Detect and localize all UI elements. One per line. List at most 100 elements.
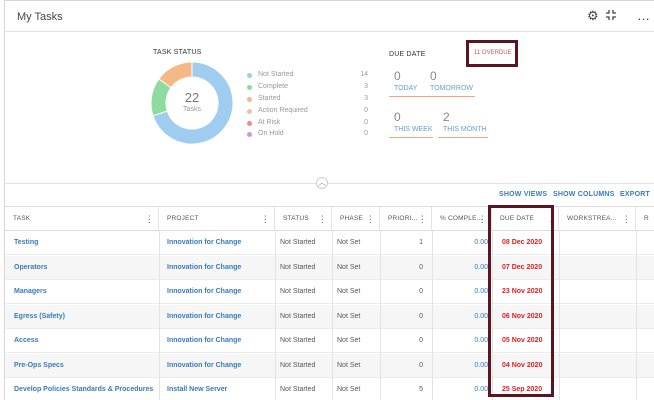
legend-label: At Risk — [258, 119, 281, 126]
priority-cell: 0 — [419, 288, 423, 295]
legend-dot — [247, 73, 252, 78]
col-status-label: STATUS — [283, 215, 309, 222]
project-link[interactable]: Innovation for Change — [167, 239, 242, 246]
status-cell: Not Started — [280, 312, 316, 320]
table-row[interactable]: Operators Innovation for Change Not Starte… — [5, 255, 654, 280]
legend-label: On Hold — [258, 130, 284, 137]
phase-cell: Not Set — [337, 288, 361, 295]
table-row[interactable]: Managers Innovation for Change Not Started… — [5, 280, 654, 304]
export-link[interactable]: EXPORT — [620, 191, 650, 198]
task-link[interactable]: Pre-Ops Specs — [14, 361, 64, 369]
frame-border — [4, 0, 5, 400]
task-link[interactable]: Operators — [14, 263, 48, 271]
due-today-value: 0 — [394, 69, 401, 83]
overdue-badge[interactable]: 11 OVERDUE — [474, 50, 512, 56]
col-phase[interactable]: PHASE ⋮ — [332, 207, 380, 231]
project-link[interactable]: Innovation for Change — [167, 361, 242, 369]
project-link[interactable]: Innovation for Change — [167, 337, 242, 344]
legend-item: Action Required 0 — [247, 107, 372, 117]
col-complete-label: % COMPLE... — [440, 215, 483, 222]
due-this-month-box[interactable]: 2 THIS MONTH — [438, 110, 488, 138]
column-menu-icon[interactable]: ⋮ — [621, 214, 631, 224]
project-link[interactable]: Innovation for Change — [167, 312, 242, 320]
task-link[interactable]: Develop Policies Standards & Procedures — [14, 386, 154, 393]
due-tomorrow-value: 0 — [430, 69, 437, 83]
column-menu-icon[interactable]: ⋮ — [417, 214, 427, 224]
task-status-label: TASK STATUS — [153, 49, 202, 56]
legend-count: 0 — [364, 119, 368, 126]
summary-divider — [5, 183, 654, 184]
priority-cell: 0 — [419, 312, 423, 320]
task-link[interactable]: Managers — [14, 288, 47, 295]
col-priority[interactable]: PRIORI... ⋮ — [380, 207, 432, 231]
collapse-summary-button[interactable]: ︿ — [316, 177, 328, 189]
more-dots-icon[interactable]: … — [637, 8, 650, 23]
col-status[interactable]: STATUS ⋮ — [275, 207, 332, 231]
table-header: TASK ⋮ PROJECT ⋮ STATUS ⋮ PHASE ⋮ PRIORI... ⋮… — [5, 206, 654, 231]
col-complete[interactable]: % COMPLE... ⋮ — [432, 207, 492, 231]
col-r[interactable]: R — [636, 207, 654, 231]
legend-item: Not Started 14 — [247, 71, 372, 81]
project-link[interactable]: Install New Server — [167, 386, 228, 393]
col-workstream[interactable]: WORKSTREA... ⋮ — [559, 207, 636, 231]
task-link[interactable]: Testing — [14, 239, 39, 246]
legend-count: 0 — [364, 107, 368, 114]
col-divider — [636, 231, 637, 400]
collapse-arrows-icon[interactable] — [605, 9, 617, 24]
table-row[interactable]: Pre-Ops Specs Innovation for Change Not St… — [5, 353, 654, 378]
col-task[interactable]: TASK ⋮ — [5, 207, 159, 231]
priority-cell: 0 — [419, 361, 423, 369]
table-row[interactable]: Egress (Safety) Innovation for Change Not … — [5, 304, 654, 329]
legend-count: 3 — [364, 83, 368, 90]
column-menu-icon[interactable]: ⋮ — [144, 214, 154, 224]
column-menu-icon[interactable]: ⋮ — [260, 214, 270, 224]
due-date-highlight-frame — [488, 205, 554, 397]
legend-label: Complete — [258, 83, 288, 90]
legend-count: 3 — [364, 95, 368, 102]
due-this-month-label: THIS MONTH — [443, 126, 487, 133]
task-link[interactable]: Egress (Safety) — [14, 312, 65, 320]
column-menu-icon[interactable]: ⋮ — [365, 214, 375, 224]
percent-complete-cell: 0.00 — [474, 312, 488, 320]
overdue-highlight-frame — [466, 40, 518, 67]
project-link[interactable]: Innovation for Change — [167, 288, 242, 295]
table-row[interactable]: Testing Innovation for Change Not Started N… — [5, 231, 654, 255]
due-tomorrow-box[interactable]: 0 TOMORROW — [425, 69, 475, 97]
percent-complete-cell: 0.00 — [474, 263, 488, 271]
task-status-donut — [150, 61, 234, 145]
legend-count: 14 — [360, 71, 368, 78]
donut-slice — [158, 61, 193, 89]
status-cell: Not Started — [280, 288, 316, 295]
col-project[interactable]: PROJECT ⋮ — [159, 207, 275, 231]
legend-count: 0 — [364, 130, 368, 137]
task-link[interactable]: Access — [14, 337, 39, 344]
phase-cell: Not Set — [337, 337, 361, 344]
due-today-box[interactable]: 0 TODAY — [389, 69, 426, 97]
due-date-cell: 06 Nov 2020 — [502, 312, 543, 320]
legend-dot — [247, 109, 252, 114]
table-row[interactable]: Develop Policies Standards & Procedures I… — [5, 378, 654, 400]
due-today-label: TODAY — [394, 85, 418, 92]
col-divider — [559, 231, 560, 400]
show-views-link[interactable]: SHOW VIEWS — [499, 191, 548, 198]
percent-complete-cell: 0.00 — [474, 337, 488, 344]
percent-complete-cell: 0.00 — [474, 288, 488, 295]
phase-cell: Not Set — [337, 239, 361, 246]
status-cell: Not Started — [280, 263, 316, 271]
due-date-cell: 04 Nov 2020 — [502, 361, 543, 369]
due-this-week-box[interactable]: 0 THIS WEEK — [389, 110, 433, 138]
gear-icon[interactable]: ⚙ — [587, 8, 599, 23]
legend-item: On Hold 0 — [247, 130, 372, 140]
legend-dot — [247, 97, 252, 102]
column-menu-icon[interactable]: ⋮ — [317, 214, 327, 224]
chevron-up-icon: ︿ — [318, 178, 326, 187]
col-phase-label: PHASE — [340, 215, 364, 222]
table-row[interactable]: Access Innovation for Change Not Started No… — [5, 329, 654, 353]
project-link[interactable]: Innovation for Change — [167, 263, 242, 271]
priority-cell: 0 — [419, 337, 423, 344]
column-menu-icon[interactable]: ⋮ — [477, 214, 487, 224]
legend-label: Action Required — [258, 107, 308, 114]
due-date-cell: 25 Sep 2020 — [502, 386, 543, 393]
due-this-week-value: 0 — [394, 110, 401, 124]
show-columns-link[interactable]: SHOW COLUMNS — [553, 191, 615, 198]
